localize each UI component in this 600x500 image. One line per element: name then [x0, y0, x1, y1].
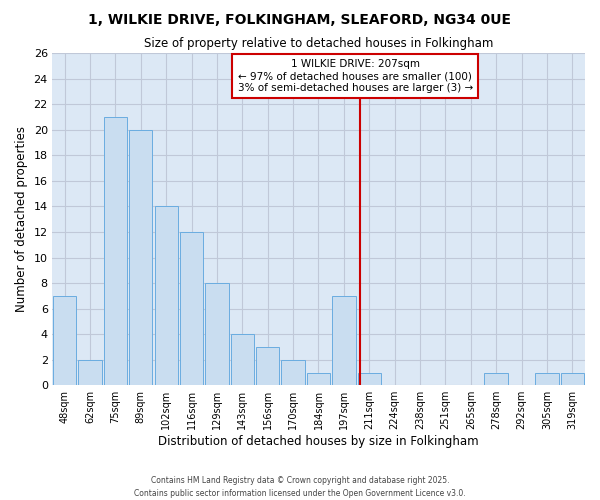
Bar: [205, 283, 229, 386]
Bar: [256, 347, 280, 386]
Bar: [79, 360, 102, 386]
Bar: [358, 372, 381, 386]
Bar: [53, 296, 76, 386]
Title: Size of property relative to detached houses in Folkingham: Size of property relative to detached ho…: [144, 38, 493, 51]
Bar: [560, 372, 584, 386]
Bar: [155, 206, 178, 386]
Bar: [129, 130, 152, 386]
Bar: [307, 372, 330, 386]
Bar: [104, 117, 127, 386]
Text: Contains HM Land Registry data © Crown copyright and database right 2025.
Contai: Contains HM Land Registry data © Crown c…: [134, 476, 466, 498]
Bar: [535, 372, 559, 386]
X-axis label: Distribution of detached houses by size in Folkingham: Distribution of detached houses by size …: [158, 434, 479, 448]
Bar: [484, 372, 508, 386]
Y-axis label: Number of detached properties: Number of detached properties: [15, 126, 28, 312]
Bar: [180, 232, 203, 386]
Text: 1, WILKIE DRIVE, FOLKINGHAM, SLEAFORD, NG34 0UE: 1, WILKIE DRIVE, FOLKINGHAM, SLEAFORD, N…: [89, 12, 511, 26]
Bar: [230, 334, 254, 386]
Bar: [332, 296, 356, 386]
Text: 1 WILKIE DRIVE: 207sqm
← 97% of detached houses are smaller (100)
3% of semi-det: 1 WILKIE DRIVE: 207sqm ← 97% of detached…: [238, 60, 473, 92]
Bar: [281, 360, 305, 386]
